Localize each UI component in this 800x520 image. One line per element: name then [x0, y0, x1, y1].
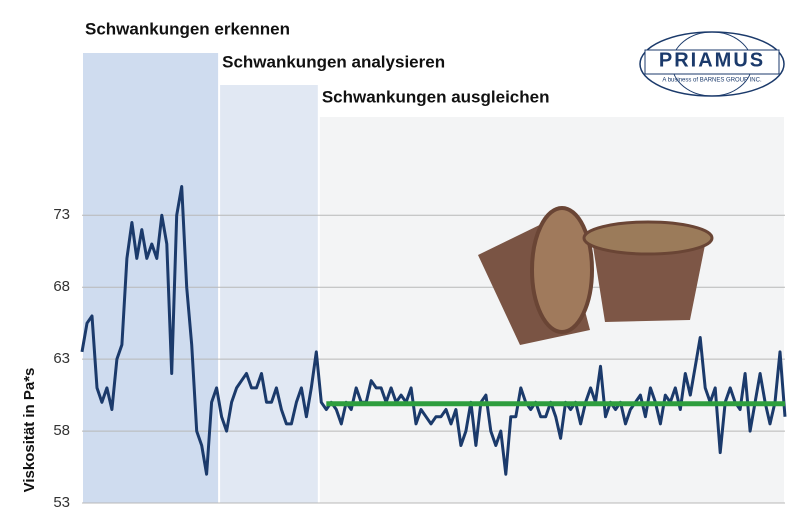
region-label: Schwankungen analysieren [222, 52, 445, 71]
y-tick-label: 58 [53, 422, 70, 439]
region-label: Schwankungen ausgleichen [322, 87, 550, 106]
capsule [530, 206, 594, 334]
y-tick-label: 63 [53, 350, 70, 367]
y-tick-label: 73 [53, 206, 70, 223]
logo-box [644, 49, 780, 75]
capsule [592, 240, 706, 322]
logo: PRIAMUS A business of BARNES GROUP INC. [639, 31, 785, 97]
logo-name: PRIAMUS [659, 49, 765, 71]
logo-tagline: A business of BARNES GROUP INC. [662, 78, 762, 84]
y-axis-label: Viskosität in Pa*s [21, 368, 38, 493]
data-line [80, 185, 787, 476]
region [220, 85, 318, 503]
region-label: Schwankungen erkennen [85, 19, 290, 38]
y-tick-label: 68 [53, 278, 70, 295]
y-tick-label: 53 [53, 494, 70, 511]
capsule-photo [478, 206, 714, 345]
capsule [582, 220, 714, 256]
